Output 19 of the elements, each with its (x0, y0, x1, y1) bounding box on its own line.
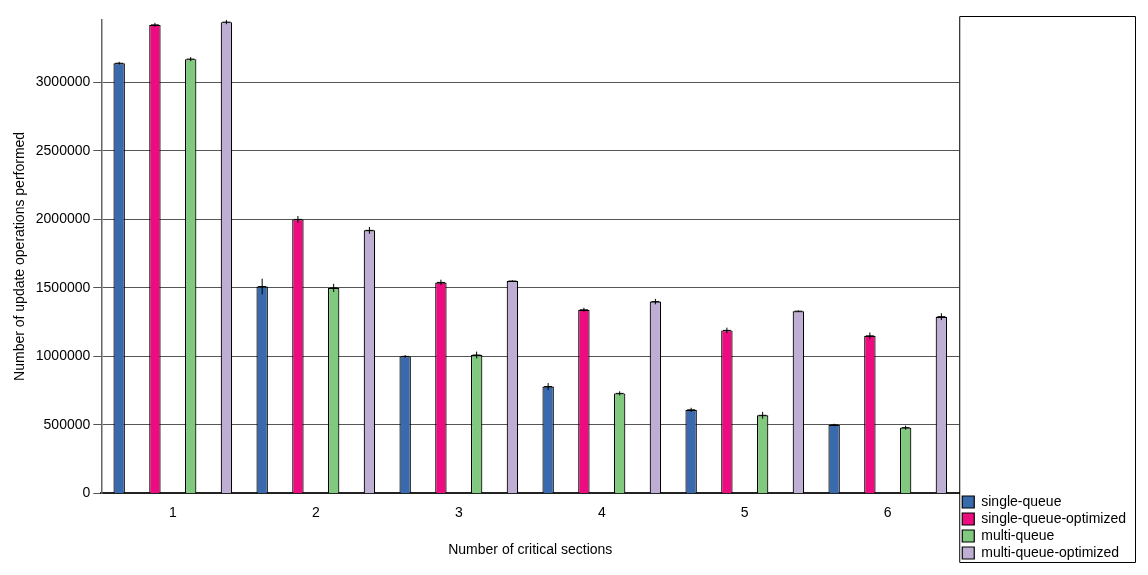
legend-label: multi-queue (981, 526, 1055, 543)
y-tick-label: 1000000 (35, 347, 91, 364)
x-tick-label: 2 (311, 503, 320, 520)
legend-label: single-queue (981, 492, 1062, 509)
y-tick-label: 0 (82, 484, 91, 501)
x-tick-label: 6 (883, 503, 892, 520)
y-tick-label: 1500000 (35, 278, 91, 295)
x-tick-label: 5 (740, 503, 749, 520)
y-tick-label: 500000 (43, 415, 91, 432)
y-tick-label: 2500000 (35, 141, 91, 158)
y-tick-label: 2000000 (35, 210, 91, 227)
y-axis-title: Number of update operations performed (11, 131, 28, 381)
legend-label: single-queue-optimized (981, 509, 1127, 526)
x-tick-label: 4 (597, 503, 606, 520)
x-tick-label: 1 (168, 503, 177, 520)
legend-label: multi-queue-optimized (981, 543, 1119, 560)
y-tick-label: 3000000 (35, 73, 91, 90)
x-axis-title: Number of critical sections (448, 541, 613, 558)
x-tick-label: 3 (454, 503, 463, 520)
